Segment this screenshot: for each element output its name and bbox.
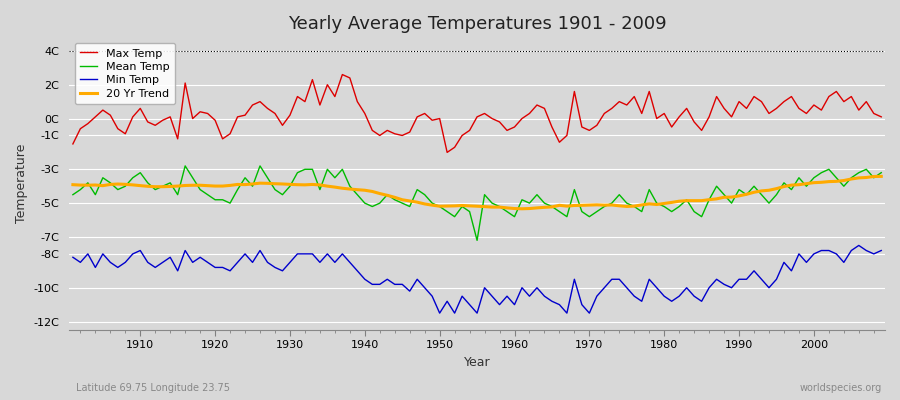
Mean Temp bbox=[472, 238, 482, 243]
20 Yr Trend bbox=[876, 174, 886, 179]
Min Temp bbox=[876, 248, 886, 253]
Min Temp bbox=[509, 302, 520, 307]
Min Temp bbox=[337, 252, 347, 256]
X-axis label: Year: Year bbox=[464, 356, 490, 369]
20 Yr Trend bbox=[292, 182, 302, 187]
Min Temp bbox=[517, 285, 527, 290]
Max Temp bbox=[345, 76, 356, 80]
Text: worldspecies.org: worldspecies.org bbox=[800, 383, 882, 393]
20 Yr Trend bbox=[517, 206, 527, 211]
Max Temp bbox=[517, 116, 527, 121]
Mean Temp bbox=[300, 167, 310, 172]
Min Temp bbox=[853, 243, 864, 248]
20 Yr Trend bbox=[337, 186, 347, 191]
Line: Max Temp: Max Temp bbox=[73, 74, 881, 152]
20 Yr Trend bbox=[509, 206, 520, 211]
Min Temp bbox=[435, 311, 446, 316]
Mean Temp bbox=[524, 201, 535, 206]
Mean Temp bbox=[614, 192, 625, 197]
20 Yr Trend bbox=[501, 206, 512, 210]
Max Temp bbox=[292, 94, 302, 99]
Mean Temp bbox=[876, 170, 886, 175]
Mean Temp bbox=[68, 192, 78, 197]
Max Temp bbox=[524, 111, 535, 116]
Mean Temp bbox=[180, 164, 191, 168]
20 Yr Trend bbox=[68, 182, 78, 187]
20 Yr Trend bbox=[607, 202, 617, 207]
Min Temp bbox=[607, 277, 617, 282]
Line: Mean Temp: Mean Temp bbox=[73, 166, 881, 240]
20 Yr Trend bbox=[128, 182, 139, 187]
Max Temp bbox=[68, 142, 78, 146]
Min Temp bbox=[128, 252, 139, 256]
Title: Yearly Average Temperatures 1901 - 2009: Yearly Average Temperatures 1901 - 2009 bbox=[288, 15, 666, 33]
Line: 20 Yr Trend: 20 Yr Trend bbox=[73, 176, 881, 209]
Mean Temp bbox=[517, 197, 527, 202]
Max Temp bbox=[442, 150, 453, 155]
Min Temp bbox=[292, 252, 302, 256]
Min Temp bbox=[68, 255, 78, 260]
Max Temp bbox=[876, 114, 886, 119]
Max Temp bbox=[614, 99, 625, 104]
Line: Min Temp: Min Temp bbox=[73, 246, 881, 313]
Y-axis label: Temperature: Temperature bbox=[15, 144, 28, 223]
Max Temp bbox=[128, 114, 139, 119]
Mean Temp bbox=[345, 184, 356, 189]
Max Temp bbox=[337, 72, 347, 77]
Text: Latitude 69.75 Longitude 23.75: Latitude 69.75 Longitude 23.75 bbox=[76, 383, 230, 393]
Legend: Max Temp, Mean Temp, Min Temp, 20 Yr Trend: Max Temp, Mean Temp, Min Temp, 20 Yr Tre… bbox=[75, 43, 175, 104]
Mean Temp bbox=[128, 175, 139, 180]
